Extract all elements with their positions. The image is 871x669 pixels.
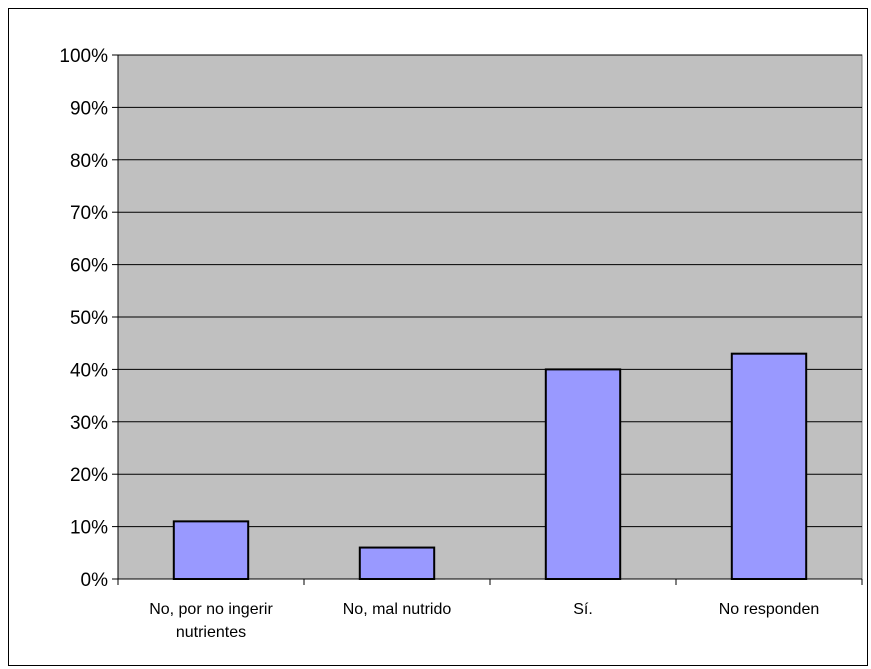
y-tick-label: 40% xyxy=(70,360,108,381)
x-axis: No, por no ingerir nutrientes No, mal nutr… xyxy=(117,578,863,641)
bar xyxy=(730,352,808,580)
x-category-label: No, por no ingerir xyxy=(149,601,273,618)
y-tick-label: 0% xyxy=(81,570,109,591)
y-tick-label: 90% xyxy=(70,98,108,119)
x-category-label: No responden xyxy=(719,601,820,618)
y-tick-label: 10% xyxy=(70,518,108,539)
y-tick-label: 80% xyxy=(70,151,108,172)
y-tick-label: 30% xyxy=(70,413,108,434)
x-category-label: No, mal nutrido xyxy=(343,601,452,618)
x-category-label: nutrientes xyxy=(176,624,246,641)
y-tick-label: 100% xyxy=(59,46,108,67)
bar xyxy=(544,368,622,580)
y-tick-label: 70% xyxy=(70,203,108,224)
bar xyxy=(172,520,250,580)
y-tick-label: 20% xyxy=(70,465,108,486)
bar xyxy=(358,546,436,580)
x-category-label: Sí. xyxy=(573,601,593,618)
y-tick-label: 60% xyxy=(70,256,108,277)
y-tick-label: 50% xyxy=(70,308,108,329)
y-axis: 0% 10% 20% 30% 40% 50% 60% 70% 80% 90% 100% xyxy=(59,46,119,591)
